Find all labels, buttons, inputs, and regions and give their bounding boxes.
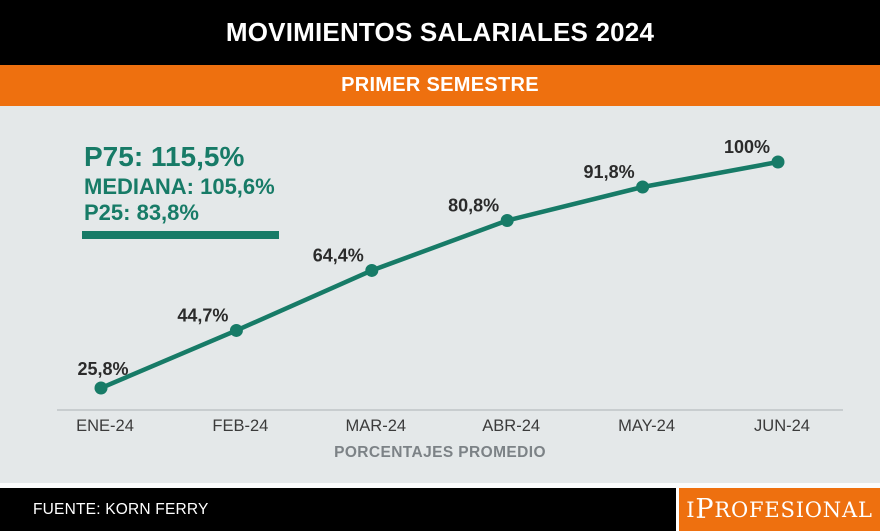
mediana-value: MEDIANA: 105,6% [84, 174, 275, 200]
main-title: MOVIMIENTOS SALARIALES 2024 [225, 17, 655, 47]
brand-letter-i: I [686, 497, 696, 522]
data-point [636, 180, 650, 194]
legend-underline [82, 230, 279, 239]
source-credit: FUENTE: KORN FERRY [33, 500, 209, 518]
line-chart: 25,8% 44,7% 64,4% 80,8% 91,8% 100% ENE-24 FEB-2… [57, 137, 843, 461]
x-tick-label: JUN-24 [754, 417, 810, 435]
data-point [771, 155, 785, 169]
footer-separator [0, 483, 880, 488]
data-point-label: 80,8% [448, 195, 499, 215]
brand-logo: I P ROFESIONAL [676, 488, 880, 531]
p25-value: P25: 83,8% [84, 199, 199, 225]
data-point [229, 323, 243, 337]
x-tick-label: MAR-24 [346, 417, 407, 435]
x-axis-title: PORCENTAJES PROMEDIO [334, 444, 546, 461]
trend-line [98, 159, 781, 391]
data-point-label: 91,8% [584, 162, 635, 182]
data-point-label: 25,8% [77, 359, 128, 379]
percentile-legend: P75: 115,5% MEDIANA: 105,6% P25: 83,8% [82, 141, 279, 239]
subtitle: PRIMER SEMESTRE [341, 74, 539, 96]
subtitle-bar: PRIMER SEMESTRE [0, 65, 880, 106]
data-point-label: 64,4% [313, 245, 364, 265]
x-tick-label: ABR-24 [482, 417, 540, 435]
x-tick-label: ENE-24 [76, 417, 134, 435]
title-bar: MOVIMIENTOS SALARIALES 2024 [0, 0, 880, 65]
x-tick-label: FEB-24 [212, 417, 268, 435]
footer-bar: FUENTE: KORN FERRY I P ROFESIONAL [0, 488, 880, 531]
data-point-label: 44,7% [177, 305, 228, 325]
data-point [94, 381, 108, 395]
p75-value: P75: 115,5% [84, 141, 245, 172]
brand-letters-rest: ROFESIONAL [714, 497, 873, 522]
data-point-label: 100% [724, 137, 770, 157]
x-tick-label: MAY-24 [618, 417, 675, 435]
chart-section: P75: 115,5% MEDIANA: 105,6% P25: 83,8% 2… [0, 106, 880, 483]
data-point [500, 213, 514, 227]
data-point [365, 263, 379, 277]
brand-letter-p: P [695, 494, 715, 525]
